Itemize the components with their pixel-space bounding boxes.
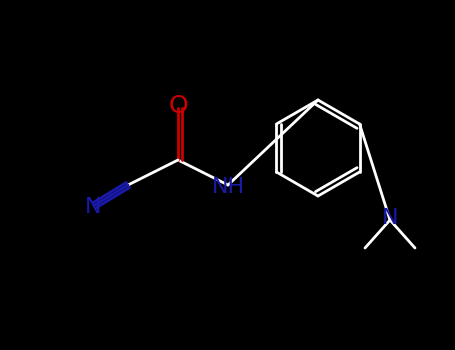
Text: N: N bbox=[382, 208, 398, 228]
Text: N: N bbox=[85, 197, 101, 217]
Text: NH: NH bbox=[212, 177, 245, 197]
Text: O: O bbox=[168, 94, 188, 118]
